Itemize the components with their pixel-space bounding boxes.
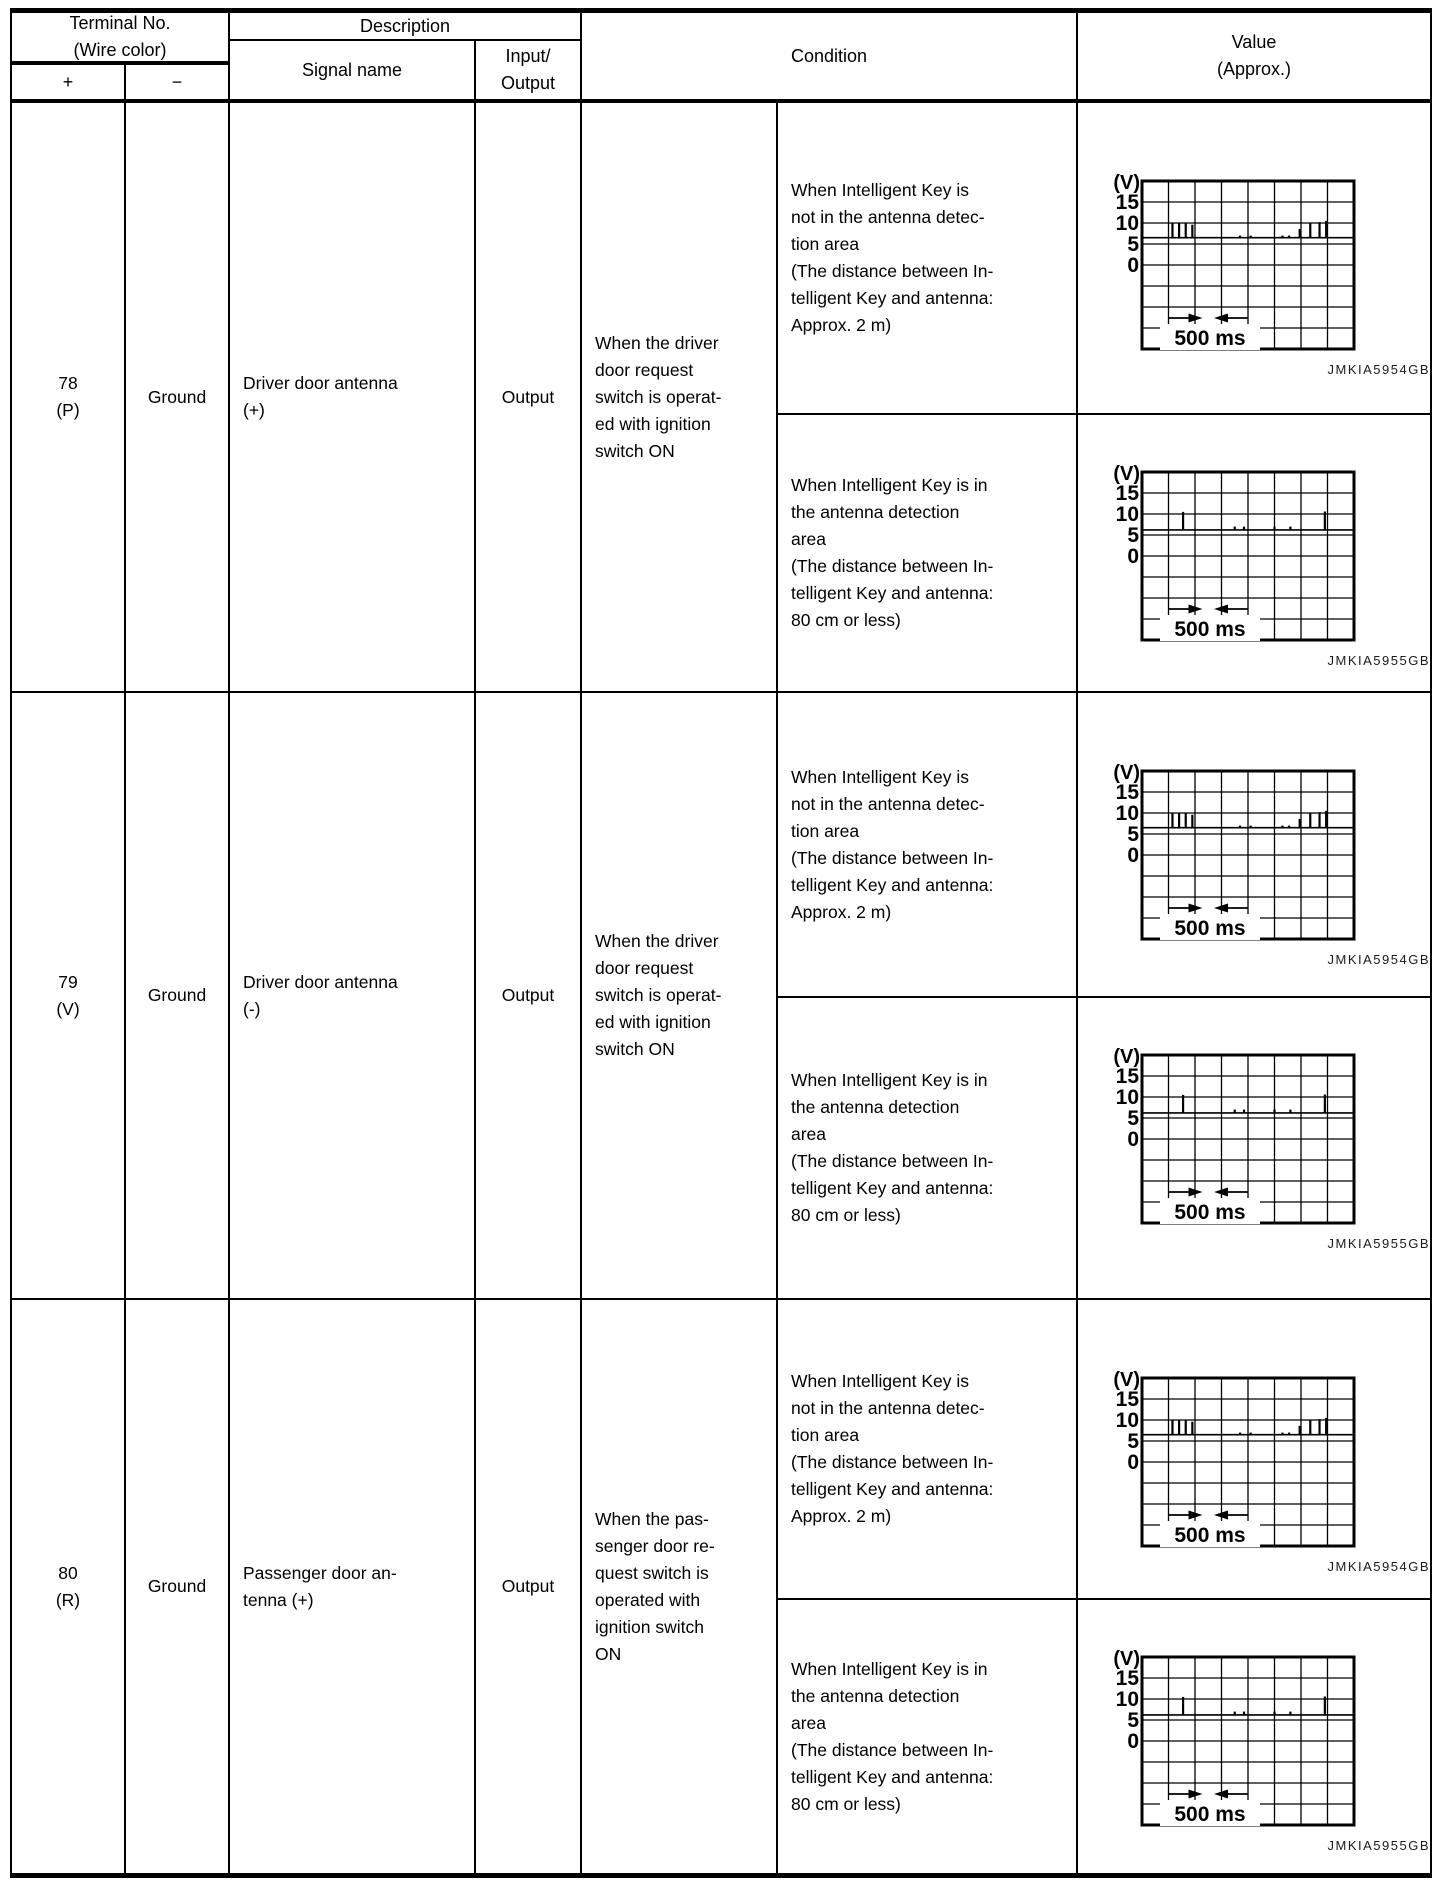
value-cell: (V) 15 10 5 0 500 ms JMKIA5954GB	[1078, 693, 1430, 998]
svg-text:15: 15	[1116, 482, 1140, 505]
svg-text:500 ms: 500 ms	[1174, 917, 1245, 940]
oscilloscope-waveform-chart: (V) 15 10 5 0 500 ms JMKIA5954GB	[1104, 167, 1434, 383]
oscilloscope-waveform-chart: (V) 15 10 5 0 500 ms JMKIA5955GB	[1104, 1041, 1434, 1257]
terminal-reference-table: Terminal No. (Wire color) + − Descriptio…	[10, 8, 1432, 1878]
svg-text:0: 0	[1127, 254, 1139, 277]
signal-name-cell: Passenger door an- tenna (+)	[230, 1300, 476, 1873]
condition-main-cell: When the driver door request switch is o…	[582, 693, 778, 1300]
io-cell: Output	[476, 693, 582, 1300]
io-cell: Output	[476, 103, 582, 693]
svg-text:10: 10	[1116, 1688, 1139, 1711]
svg-text:500 ms: 500 ms	[1174, 1524, 1245, 1547]
header-signal-name: Signal name	[230, 41, 476, 103]
signal-name-cell: Driver door antenna (-)	[230, 693, 476, 1300]
svg-text:JMKIA5955GB: JMKIA5955GB	[1328, 1838, 1431, 1853]
svg-text:JMKIA5954GB: JMKIA5954GB	[1328, 362, 1431, 377]
header-minus: −	[126, 65, 230, 103]
terminal-cell: 79 (V)	[12, 693, 126, 1300]
io-cell: Output	[476, 1300, 582, 1873]
header-terminal-no-label: Terminal No. (Wire color)	[69, 13, 171, 60]
sub-condition-cell: When Intelligent Key is in the antenna d…	[778, 1600, 1078, 1873]
svg-text:0: 0	[1127, 1730, 1139, 1753]
oscilloscope-waveform-chart: (V) 15 10 5 0 500 ms JMKIA5955GB	[1104, 458, 1434, 674]
value-cell: (V) 15 10 5 0 500 ms JMKIA5954GB	[1078, 1300, 1430, 1600]
oscilloscope-waveform-chart: (V) 15 10 5 0 500 ms JMKIA5955GB	[1104, 1643, 1434, 1859]
svg-text:15: 15	[1116, 1388, 1140, 1411]
svg-text:15: 15	[1116, 781, 1140, 804]
sub-condition-cell: When Intelligent Key is in the antenna d…	[778, 998, 1078, 1300]
svg-text:5: 5	[1127, 1430, 1139, 1453]
svg-text:0: 0	[1127, 844, 1139, 867]
svg-text:JMKIA5954GB: JMKIA5954GB	[1328, 1559, 1431, 1574]
header-value: Value (Approx.)	[1078, 13, 1430, 103]
svg-text:(V): (V)	[1113, 463, 1140, 485]
svg-text:10: 10	[1116, 1409, 1139, 1432]
svg-text:10: 10	[1116, 1086, 1139, 1109]
terminal-cell: 78 (P)	[12, 103, 126, 693]
sub-condition-cell: When Intelligent Key is not in the anten…	[778, 693, 1078, 998]
value-cell: (V) 15 10 5 0 500 ms JMKIA5955GB	[1078, 1600, 1430, 1873]
ground-cell: Ground	[126, 693, 230, 1300]
svg-text:JMKIA5955GB: JMKIA5955GB	[1328, 653, 1431, 668]
ground-cell: Ground	[126, 1300, 230, 1873]
sub-condition-cell: When Intelligent Key is not in the anten…	[778, 1300, 1078, 1600]
svg-text:0: 0	[1127, 1128, 1139, 1151]
svg-text:500 ms: 500 ms	[1174, 1201, 1245, 1224]
svg-text:5: 5	[1127, 233, 1139, 256]
condition-main-cell: When the driver door request switch is o…	[582, 103, 778, 693]
svg-text:500 ms: 500 ms	[1174, 327, 1245, 350]
svg-text:500 ms: 500 ms	[1174, 1803, 1245, 1826]
svg-text:5: 5	[1127, 524, 1139, 547]
value-cell: (V) 15 10 5 0 500 ms JMKIA5955GB	[1078, 998, 1430, 1300]
svg-text:10: 10	[1116, 802, 1139, 825]
svg-text:10: 10	[1116, 212, 1139, 235]
svg-text:(V): (V)	[1113, 172, 1140, 194]
ground-cell: Ground	[126, 103, 230, 693]
svg-text:10: 10	[1116, 503, 1139, 526]
svg-text:JMKIA5955GB: JMKIA5955GB	[1328, 1236, 1431, 1251]
svg-text:0: 0	[1127, 545, 1139, 568]
oscilloscope-waveform-chart: (V) 15 10 5 0 500 ms JMKIA5954GB	[1104, 1364, 1434, 1580]
header-description: Description	[230, 13, 582, 41]
header-terminal-no: Terminal No. (Wire color)	[12, 13, 230, 65]
sub-condition-cell: When Intelligent Key is not in the anten…	[778, 103, 1078, 415]
svg-text:5: 5	[1127, 1107, 1139, 1130]
svg-text:(V): (V)	[1113, 1369, 1140, 1391]
svg-text:15: 15	[1116, 1065, 1140, 1088]
svg-text:(V): (V)	[1113, 1648, 1140, 1670]
value-cell: (V) 15 10 5 0 500 ms JMKIA5954GB	[1078, 103, 1430, 415]
header-plus: +	[12, 65, 126, 103]
oscilloscope-waveform-chart: (V) 15 10 5 0 500 ms JMKIA5954GB	[1104, 757, 1434, 973]
svg-text:(V): (V)	[1113, 1046, 1140, 1068]
svg-text:15: 15	[1116, 191, 1140, 214]
condition-main-cell: When the pas- senger door re- quest swit…	[582, 1300, 778, 1873]
svg-text:500 ms: 500 ms	[1174, 618, 1245, 641]
svg-text:5: 5	[1127, 1709, 1139, 1732]
value-cell: (V) 15 10 5 0 500 ms JMKIA5955GB	[1078, 415, 1430, 693]
svg-text:0: 0	[1127, 1451, 1139, 1474]
header-input-output: Input/ Output	[476, 41, 582, 103]
svg-text:5: 5	[1127, 823, 1139, 846]
svg-text:JMKIA5954GB: JMKIA5954GB	[1328, 952, 1431, 967]
svg-text:15: 15	[1116, 1667, 1140, 1690]
sub-condition-cell: When Intelligent Key is in the antenna d…	[778, 415, 1078, 693]
header-condition: Condition	[582, 13, 1078, 103]
terminal-cell: 80 (R)	[12, 1300, 126, 1873]
signal-name-cell: Driver door antenna (+)	[230, 103, 476, 693]
svg-text:(V): (V)	[1113, 762, 1140, 784]
